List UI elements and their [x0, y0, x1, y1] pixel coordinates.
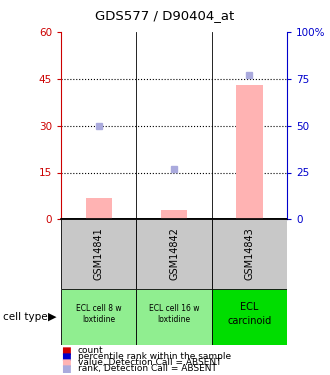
Text: ECL cell 8 w
loxtidine: ECL cell 8 w loxtidine: [76, 304, 121, 324]
Text: GSM14842: GSM14842: [169, 228, 179, 280]
Bar: [161, 210, 187, 219]
Bar: [61, 289, 136, 345]
Bar: [85, 198, 112, 219]
Text: ECL cell 16 w
loxtidine: ECL cell 16 w loxtidine: [149, 304, 199, 324]
Text: count: count: [78, 346, 103, 355]
Bar: [136, 219, 212, 289]
Text: ECL
carcinoid: ECL carcinoid: [227, 303, 272, 326]
Text: percentile rank within the sample: percentile rank within the sample: [78, 352, 231, 361]
Text: ▶: ▶: [48, 312, 56, 322]
Text: value, Detection Call = ABSENT: value, Detection Call = ABSENT: [78, 358, 221, 367]
Bar: [236, 85, 263, 219]
Bar: [136, 289, 212, 345]
Bar: [212, 289, 287, 345]
Text: GSM14843: GSM14843: [245, 228, 254, 280]
Bar: [61, 219, 136, 289]
Text: GDS577 / D90404_at: GDS577 / D90404_at: [95, 9, 235, 22]
Text: GSM14841: GSM14841: [94, 228, 104, 280]
Text: rank, Detection Call = ABSENT: rank, Detection Call = ABSENT: [78, 364, 216, 373]
Text: ■: ■: [61, 352, 71, 362]
Text: ■: ■: [61, 358, 71, 368]
Text: cell type: cell type: [3, 312, 48, 322]
Bar: [212, 219, 287, 289]
Text: ■: ■: [61, 364, 71, 374]
Text: ■: ■: [61, 346, 71, 355]
